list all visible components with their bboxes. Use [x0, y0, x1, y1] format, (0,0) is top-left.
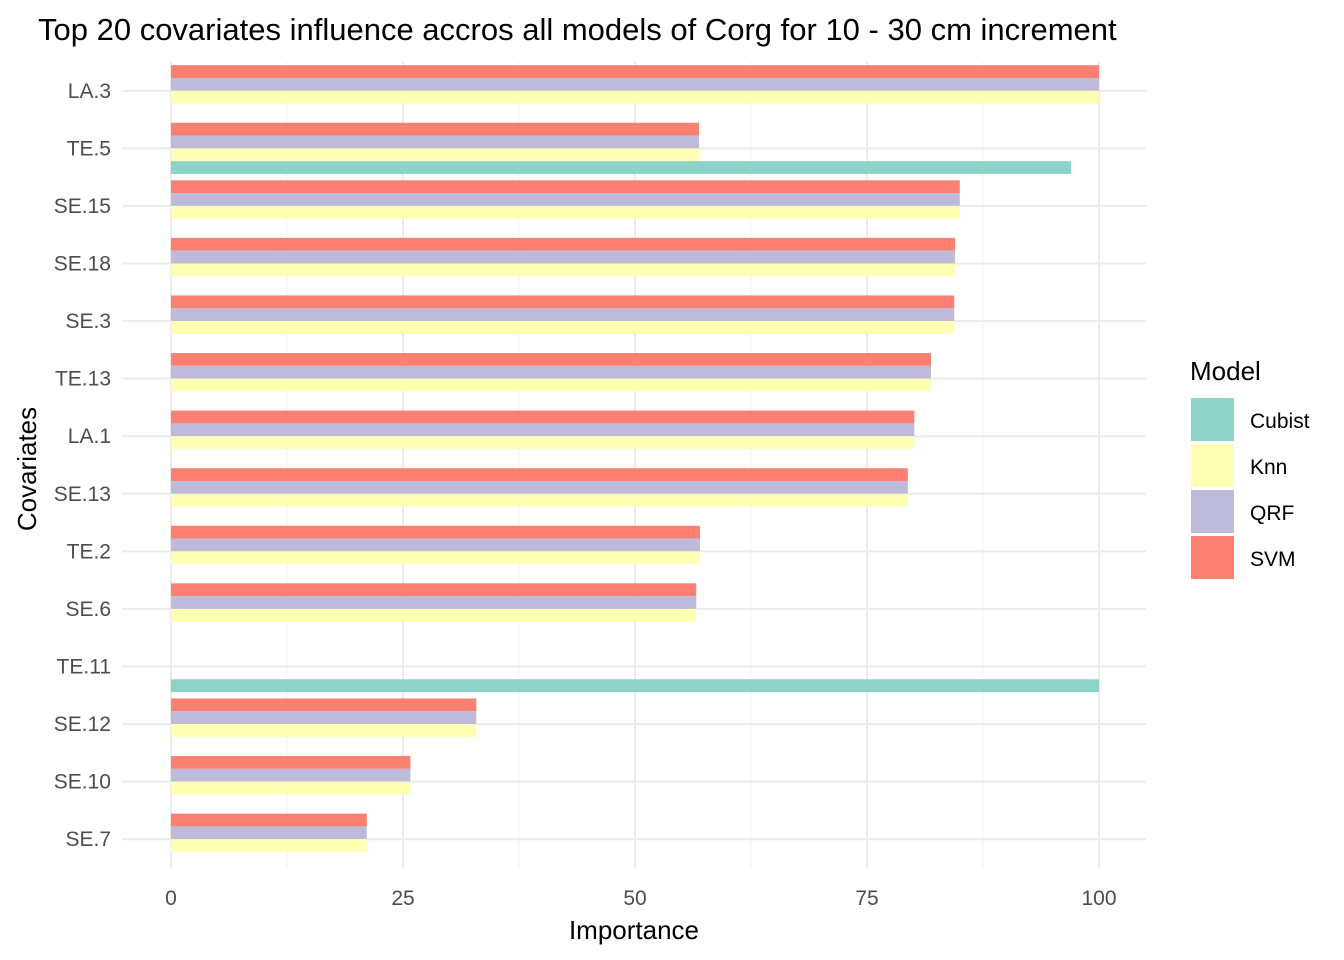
y-tick-label: SE.12: [54, 713, 111, 736]
bar-knn-se-6: [171, 608, 697, 622]
bar-svm-te-5: [171, 122, 700, 136]
bar-svm-la-3: [171, 65, 1099, 78]
legend-label-cubist: Cubist: [1250, 410, 1310, 433]
bar-svm-se-3: [171, 295, 955, 309]
legend: Model Cubist Knn QRF SVM: [1190, 356, 1310, 579]
y-tick-label: SE.7: [65, 828, 111, 851]
y-axis-title: Covariates: [12, 407, 42, 531]
legend-swatch-cubist: [1191, 398, 1234, 441]
y-tick-label: SE.3: [65, 310, 111, 333]
legend-label-knn: Knn: [1250, 456, 1287, 479]
bar-knn-la-1: [171, 436, 915, 450]
bar-qrf-se-6: [171, 596, 697, 609]
y-tick-label: SE.15: [54, 195, 111, 218]
x-axis-title: Importance: [569, 915, 699, 945]
bar-qrf-se-18: [171, 250, 956, 264]
x-tick-labels: 0 25 50 75 100: [165, 887, 1116, 910]
bar-knn-se-10: [171, 781, 411, 795]
bar-qrf-se-3: [171, 308, 955, 322]
y-tick-label: SE.13: [54, 483, 111, 506]
bar-svm-te-13: [171, 353, 932, 366]
bar-knn-te-13: [171, 378, 932, 392]
y-tick-label: SE.6: [65, 598, 111, 621]
legend-swatch-qrf: [1191, 490, 1234, 533]
bar-svm-la-1: [171, 410, 915, 424]
y-tick-label: LA.3: [68, 80, 111, 103]
bar-qrf-se-15: [171, 193, 960, 206]
bar-qrf-se-7: [171, 826, 367, 840]
x-tick-label: 100: [1081, 887, 1116, 910]
y-tick-labels: LA.3 TE.5 SE.15 SE.18 SE.3 TE.13 LA.1 SE.13 TE.2…: [54, 80, 111, 851]
chart-title: Top 20 covariates influence accros all m…: [38, 12, 1117, 47]
bar-svm-se-12: [171, 698, 477, 712]
y-tick-label: TE.2: [67, 540, 111, 563]
legend-title: Model: [1190, 356, 1261, 386]
x-tick-label: 75: [855, 887, 878, 910]
bar-qrf-se-10: [171, 768, 411, 782]
bar-knn-se-15: [171, 205, 960, 219]
bar-svm-te-2: [171, 525, 700, 539]
bar-svm-se-10: [171, 756, 411, 769]
bar-qrf-te-13: [171, 365, 932, 379]
bar-knn-la-3: [171, 90, 1099, 104]
bar-svm-se-18: [171, 237, 956, 251]
bar-knn-te-5: [171, 148, 700, 162]
bar-cubist-te-11: [171, 679, 1099, 693]
bar-qrf-te-5: [171, 135, 700, 149]
bar-qrf-se-12: [171, 711, 477, 725]
bar-svm-se-6: [171, 583, 697, 597]
legend-label-qrf: QRF: [1250, 502, 1294, 525]
y-tick-label: SE.10: [54, 771, 111, 794]
bar-knn-te-2: [171, 551, 700, 565]
bar-cubist-te-5: [171, 161, 1072, 174]
bars-group: [171, 65, 1099, 853]
bar-svm-se-7: [171, 813, 367, 827]
bar-knn-se-18: [171, 263, 956, 277]
bar-qrf-se-13: [171, 480, 908, 494]
x-tick-label: 25: [391, 887, 414, 910]
bar-svm-se-15: [171, 180, 960, 194]
bar-svm-se-13: [171, 468, 908, 481]
x-tick-label: 0: [165, 887, 177, 910]
y-tick-label: SE.18: [54, 253, 111, 276]
bar-knn-se-3: [171, 321, 955, 334]
legend-swatch-svm: [1191, 536, 1234, 579]
bar-qrf-la-1: [171, 423, 915, 437]
x-tick-label: 50: [623, 887, 646, 910]
y-tick-label: TE.5: [67, 137, 111, 160]
legend-swatch-knn: [1191, 444, 1234, 487]
bar-qrf-te-2: [171, 538, 700, 552]
y-tick-label: TE.13: [55, 368, 111, 391]
y-tick-label: LA.1: [68, 425, 111, 448]
bar-qrf-la-3: [171, 77, 1099, 91]
bar-knn-se-12: [171, 724, 477, 737]
bar-knn-se-7: [171, 839, 367, 853]
legend-label-svm: SVM: [1250, 548, 1296, 571]
bar-knn-se-13: [171, 493, 908, 507]
y-tick-label: TE.11: [57, 656, 111, 679]
